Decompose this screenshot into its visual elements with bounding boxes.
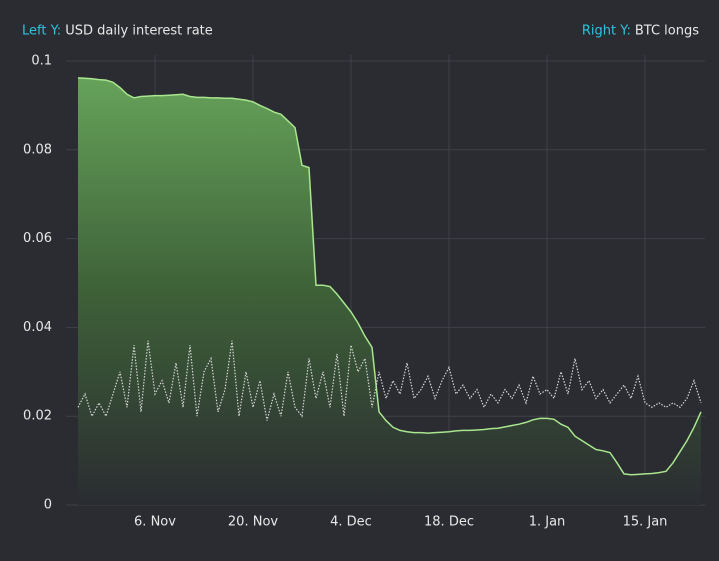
left-axis-label: Left Y: bbox=[22, 24, 61, 39]
x-tick-label: 15. Jan bbox=[623, 515, 668, 530]
y-tick-label: 0.08 bbox=[23, 142, 52, 157]
left-series-name: USD daily interest rate bbox=[65, 24, 213, 39]
right-axis-label: Right Y: bbox=[582, 24, 631, 39]
area bbox=[78, 77, 701, 506]
y-tick-label: 0.04 bbox=[23, 320, 52, 335]
y-tick-label: 0.1 bbox=[31, 54, 52, 69]
x-tick-label: 20. Nov bbox=[228, 515, 278, 530]
line bbox=[77, 77, 702, 476]
dotted-line bbox=[77, 340, 702, 421]
y-tick-label: 0.06 bbox=[23, 231, 52, 246]
x-tick-label: 6. Nov bbox=[134, 515, 176, 530]
x-tick-label: 1. Jan bbox=[529, 515, 566, 530]
y-tick-label: 0 bbox=[44, 498, 52, 513]
x-tick-label: 18. Dec bbox=[424, 515, 474, 530]
y-tick-label: 0.02 bbox=[23, 409, 52, 424]
x-tick-label: 4. Dec bbox=[330, 515, 372, 530]
right-series-name: BTC longs bbox=[635, 24, 699, 39]
